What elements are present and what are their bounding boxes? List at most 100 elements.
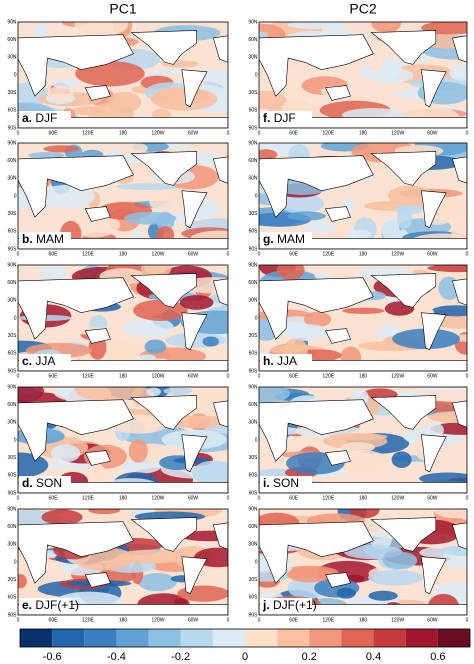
- land: [130, 30, 197, 65]
- anomaly-blob: [88, 463, 106, 487]
- panel-season: MAM: [36, 232, 64, 246]
- anomaly-blob: [439, 545, 467, 556]
- anomaly-blob: [342, 307, 385, 315]
- colorbar-box: [245, 629, 278, 647]
- anomaly-blob: [116, 549, 188, 564]
- anomaly-blob: [419, 472, 467, 485]
- lon-tick-label: 60E: [289, 495, 299, 501]
- land: [452, 522, 467, 550]
- panel-season: MAM: [277, 232, 305, 246]
- land: [452, 35, 467, 63]
- anomaly-blob: [329, 433, 388, 441]
- map-frame: [258, 386, 468, 494]
- anomaly-blob: [370, 530, 392, 550]
- anomaly-blob: [346, 229, 372, 240]
- lat-tick-label: 30N: [248, 55, 258, 61]
- lat-tick-label: 90S: [8, 490, 18, 496]
- lat-tick-label: 60S: [8, 473, 18, 479]
- lat-tick-label: 0: [255, 315, 258, 321]
- lon-tick-label: 180: [119, 373, 128, 379]
- lat-tick-label: 0: [14, 72, 17, 78]
- label-background: [19, 354, 71, 369]
- lon-tick-label: 0: [17, 251, 20, 257]
- lat-tick-label: 60N: [7, 524, 17, 530]
- lat-tick-label: 60S: [8, 229, 18, 235]
- lat-tick-label: 90S: [8, 125, 18, 131]
- colorbar-box: [341, 629, 374, 647]
- lat-tick-label: 30N: [248, 176, 258, 182]
- anomaly-blob: [74, 22, 129, 37]
- lat-tick-label: 30S: [249, 90, 259, 96]
- anomaly-blob: [287, 566, 333, 583]
- land: [259, 155, 374, 218]
- land: [420, 556, 447, 595]
- colorbar-box: [212, 629, 245, 647]
- lon-tick-label: 120W: [151, 251, 164, 257]
- anomaly-blob: [259, 90, 287, 110]
- label-background: [260, 232, 312, 247]
- anomaly-blob: [427, 422, 444, 439]
- lon-tick-label: 120W: [391, 373, 404, 379]
- colorbar-box: [405, 629, 438, 647]
- land: [84, 206, 111, 222]
- lon-tick-label: 60E: [49, 617, 59, 623]
- lon-tick-label: 60W: [188, 617, 199, 623]
- panel-label: c. JJA: [22, 354, 55, 368]
- colorbar-label: -0.6: [43, 651, 62, 663]
- map-frame: [17, 508, 229, 616]
- lat-tick-label: 90N: [248, 506, 258, 512]
- land: [18, 521, 134, 584]
- anomaly-blob: [306, 220, 336, 234]
- anomaly-blob: [115, 183, 179, 190]
- lon-tick-label: 120E: [82, 373, 94, 379]
- anomaly-blob: [202, 336, 219, 347]
- label-background: [19, 598, 71, 613]
- lat-tick-label: 90N: [248, 384, 258, 390]
- lon-tick-label: 60W: [188, 495, 199, 501]
- land: [420, 190, 447, 229]
- lat-tick-label: 30N: [248, 420, 258, 426]
- panel-season: SON: [36, 476, 62, 490]
- column-title: PC2: [349, 1, 376, 17]
- lat-tick-label: 60N: [248, 37, 258, 43]
- lon-tick-label: 60W: [427, 251, 438, 257]
- lon-tick-label: 0: [258, 251, 261, 257]
- land: [259, 521, 374, 584]
- anomaly-blob: [417, 387, 467, 391]
- lat-tick-label: 90S: [249, 246, 259, 252]
- land: [130, 151, 197, 186]
- lat-tick-label: 30N: [7, 176, 17, 182]
- lat-tick-label: 30S: [8, 455, 18, 461]
- anomaly-blob: [150, 87, 218, 111]
- panel-label: i. SON: [263, 476, 299, 490]
- land: [212, 35, 228, 63]
- colorbar-box: [277, 629, 310, 647]
- lon-tick-label: 120W: [151, 373, 164, 379]
- lon-tick-label: 0: [227, 251, 230, 257]
- label-background: [260, 476, 312, 491]
- anomaly-blob: [47, 85, 74, 102]
- lat-tick-label: 0: [14, 315, 17, 321]
- land: [84, 450, 111, 466]
- land: [84, 85, 111, 101]
- anomaly-blob: [287, 211, 326, 221]
- land: [370, 273, 437, 308]
- anomaly-blob: [259, 31, 268, 39]
- anomaly-blob: [449, 64, 467, 81]
- lat-tick-label: 60N: [248, 280, 258, 286]
- lat-tick-label: 90N: [7, 506, 17, 512]
- panel-label: a. DJF: [22, 111, 57, 125]
- map-field: [18, 509, 228, 615]
- lat-tick-label: 60N: [7, 280, 17, 286]
- map-frame: [17, 21, 229, 129]
- lon-tick-label: 60E: [289, 130, 299, 136]
- anomaly-blob: [177, 585, 228, 602]
- land: [84, 572, 111, 588]
- lon-tick-label: 180: [119, 495, 128, 501]
- anomaly-blob: [88, 509, 121, 515]
- lat-tick-label: 30N: [7, 298, 17, 304]
- anomaly-blob: [314, 273, 333, 280]
